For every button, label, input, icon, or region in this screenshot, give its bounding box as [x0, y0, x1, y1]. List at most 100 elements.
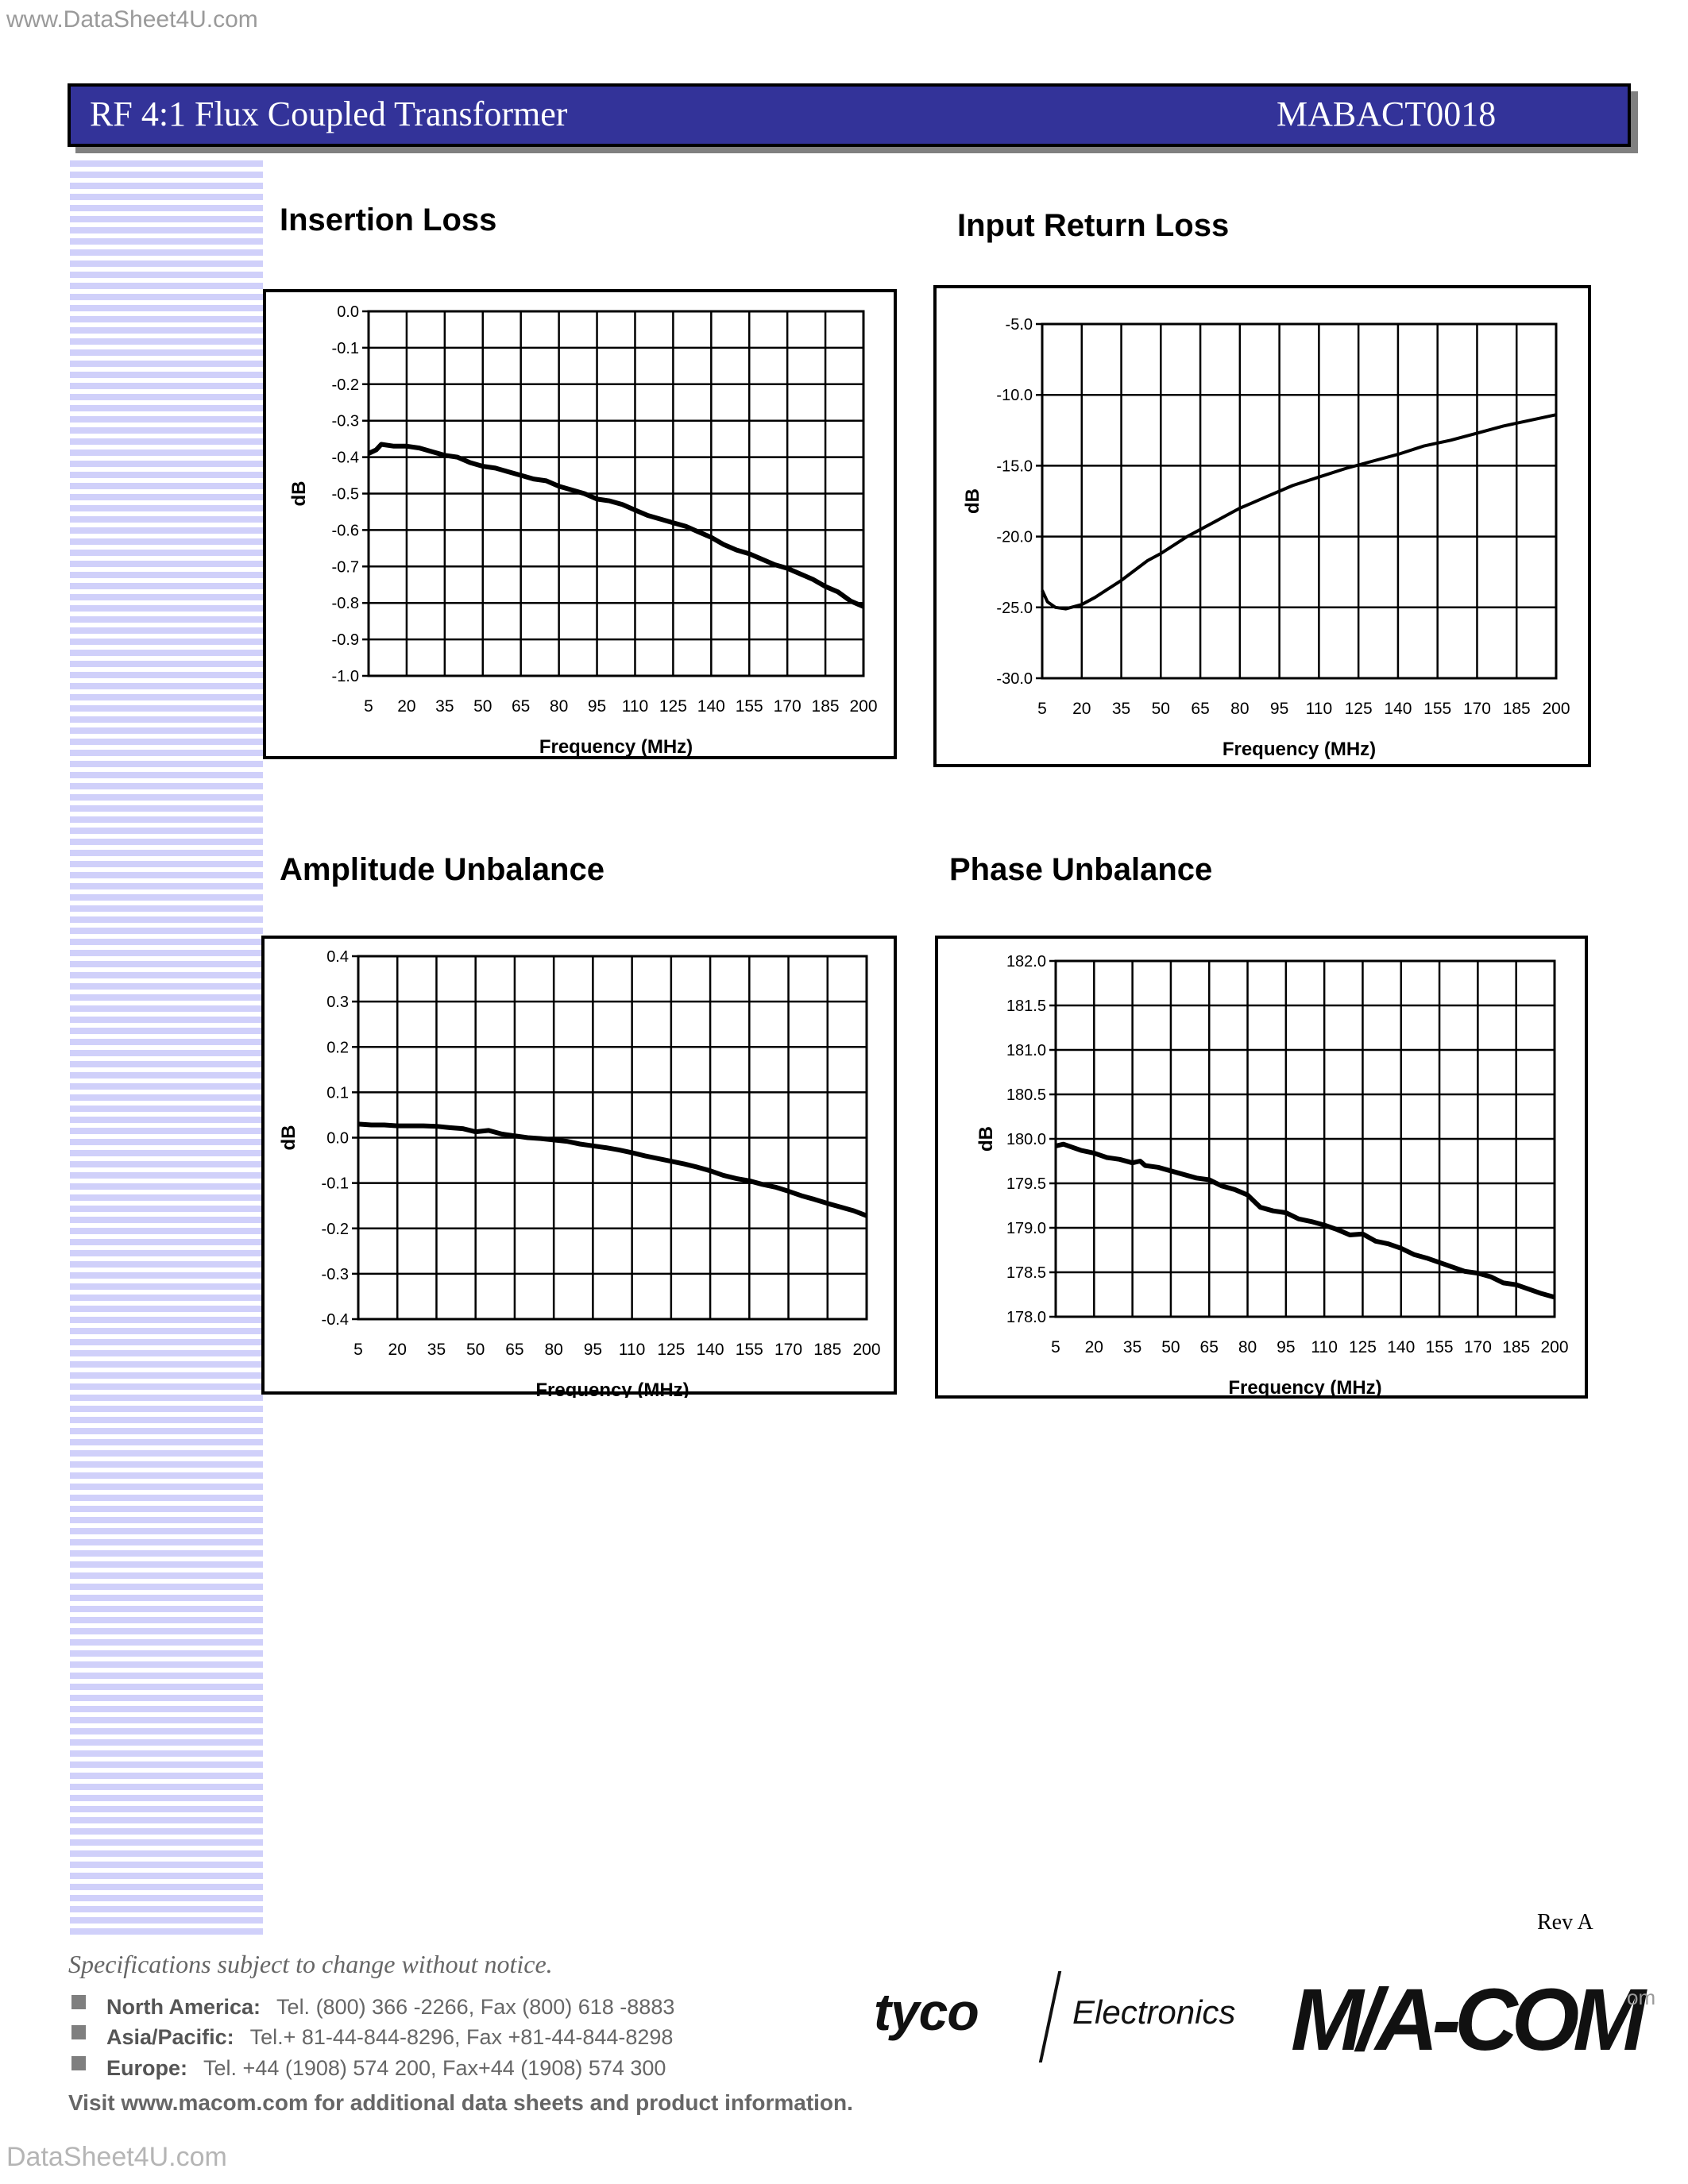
decorative-stripes	[70, 160, 263, 1938]
svg-text:-5.0: -5.0	[1006, 316, 1033, 334]
svg-text:35: 35	[1123, 1338, 1141, 1356]
specification-note: Specifications subject to change without…	[68, 1950, 553, 1978]
svg-text:80: 80	[1238, 1338, 1257, 1356]
svg-text:-0.7: -0.7	[332, 558, 359, 576]
svg-text:200: 200	[1540, 1338, 1568, 1356]
svg-text:-0.5: -0.5	[332, 486, 359, 504]
svg-text:20: 20	[388, 1341, 407, 1359]
svg-text:95: 95	[1270, 700, 1288, 718]
svg-text:110: 110	[622, 697, 648, 716]
svg-text:180.0: 180.0	[1006, 1131, 1046, 1148]
contact-north-america: North America: Tel. (800) 366 -2266, Fax …	[71, 1994, 675, 2020]
svg-text:95: 95	[584, 1341, 602, 1359]
svg-text:-30.0: -30.0	[996, 670, 1033, 688]
svg-text:5: 5	[353, 1341, 363, 1359]
contact-europe: Europe: Tel. +44 (1908) 574 200, Fax+44 (…	[71, 2055, 666, 2081]
contact-region: Asia/Pacific:	[106, 2025, 234, 2049]
svg-text:0.2: 0.2	[326, 1039, 349, 1056]
svg-text:80: 80	[1230, 700, 1249, 718]
svg-text:185: 185	[1503, 700, 1531, 718]
svg-text:185: 185	[813, 1341, 841, 1359]
chart-insertion-loss: 5 20 35 50 65 80 95 110 125 140 155 170 185 200 0.0 -0.…	[263, 289, 897, 759]
part-number: MABACT0018	[1277, 95, 1497, 133]
svg-text:125: 125	[1349, 1338, 1377, 1356]
svg-text:dB: dB	[288, 481, 310, 507]
chart-plot: 5 20 35 50 65 80 95 110 125 140 155 170 185 200 0.4 0.3…	[278, 948, 881, 1398]
macom-logo-suffix: om	[1627, 1985, 1656, 2009]
svg-text:-0.6: -0.6	[332, 522, 359, 539]
svg-text:-0.2: -0.2	[332, 376, 359, 394]
svg-text:80: 80	[550, 697, 568, 716]
svg-text:50: 50	[1152, 700, 1170, 718]
svg-text:178.5: 178.5	[1006, 1264, 1046, 1282]
svg-text:0.1: 0.1	[326, 1084, 349, 1102]
chart-phase-unbalance: 5 20 35 50 65 80 95 110 125 140 155 170 185 200 182.0 1…	[935, 936, 1588, 1399]
svg-text:-0.9: -0.9	[332, 631, 359, 649]
svg-text:20: 20	[397, 697, 415, 716]
svg-text:-0.2: -0.2	[322, 1221, 349, 1238]
svg-text:185: 185	[812, 697, 840, 716]
svg-text:35: 35	[427, 1341, 446, 1359]
svg-text:182.0: 182.0	[1006, 953, 1046, 970]
chart-title-insertion-loss: Insertion Loss	[280, 203, 497, 237]
svg-text:155: 155	[736, 1341, 763, 1359]
svg-text:155: 155	[736, 697, 763, 716]
tyco-logo: tyco	[874, 1982, 979, 2041]
svg-text:35: 35	[435, 697, 454, 716]
svg-text:200: 200	[852, 1341, 880, 1359]
svg-text:155: 155	[1426, 1338, 1454, 1356]
document-title: RF 4:1 Flux Coupled Transformer	[90, 95, 568, 133]
svg-text:5: 5	[1037, 700, 1047, 718]
svg-text:125: 125	[657, 1341, 685, 1359]
svg-text:125: 125	[1345, 700, 1373, 718]
svg-text:95: 95	[1277, 1338, 1295, 1356]
svg-text:170: 170	[1464, 1338, 1492, 1356]
svg-text:181.5: 181.5	[1006, 997, 1046, 1015]
svg-text:dB: dB	[962, 488, 983, 514]
chart-plot: 5 20 35 50 65 80 95 110 125 140 155 170 185 200 182.0 1…	[975, 953, 1569, 1399]
svg-text:-0.4: -0.4	[332, 450, 359, 467]
svg-text:170: 170	[774, 697, 802, 716]
contact-details: Tel.+ 81-44-844-8296, Fax +81-44-844-829…	[249, 2025, 674, 2049]
svg-text:-20.0: -20.0	[996, 529, 1033, 546]
svg-text:185: 185	[1502, 1338, 1530, 1356]
svg-text:140: 140	[1384, 700, 1412, 718]
svg-text:Frequency (MHz): Frequency (MHz)	[1223, 739, 1376, 760]
chart-title-phase-unbalance: Phase Unbalance	[949, 852, 1213, 887]
svg-text:-0.3: -0.3	[322, 1266, 349, 1283]
contact-details: Tel. (800) 366 -2266, Fax (800) 618 -888…	[276, 1995, 675, 2019]
svg-text:178.0: 178.0	[1006, 1309, 1046, 1326]
svg-text:110: 110	[619, 1341, 645, 1359]
svg-text:95: 95	[588, 697, 606, 716]
svg-text:0.0: 0.0	[326, 1130, 349, 1148]
svg-text:80: 80	[544, 1341, 562, 1359]
svg-text:179.5: 179.5	[1006, 1175, 1046, 1193]
svg-text:35: 35	[1112, 700, 1130, 718]
contact-region: North America:	[106, 1995, 261, 2019]
watermark-top: www.DataSheet4U.com	[6, 6, 258, 33]
svg-text:5: 5	[364, 697, 373, 716]
svg-text:Frequency (MHz): Frequency (MHz)	[1228, 1377, 1381, 1399]
svg-text:-15.0: -15.0	[996, 457, 1033, 475]
svg-text:110: 110	[1306, 700, 1332, 718]
svg-text:20: 20	[1072, 700, 1091, 718]
svg-text:50: 50	[466, 1341, 485, 1359]
logo-divider	[1038, 1971, 1062, 2062]
svg-text:155: 155	[1423, 700, 1451, 718]
svg-text:dB: dB	[278, 1125, 299, 1151]
svg-text:125: 125	[659, 697, 687, 716]
svg-text:65: 65	[1191, 700, 1209, 718]
svg-text:0.3: 0.3	[326, 994, 349, 1011]
svg-text:0.0: 0.0	[337, 303, 359, 321]
svg-text:Frequency (MHz): Frequency (MHz)	[539, 736, 693, 758]
macom-logo: M/A-COM	[1291, 1971, 1646, 2069]
svg-text:-0.8: -0.8	[332, 595, 359, 612]
svg-text:Frequency (MHz): Frequency (MHz)	[535, 1379, 689, 1398]
svg-text:170: 170	[1463, 700, 1491, 718]
chart-title-input-return-loss: Input Return Loss	[957, 208, 1230, 243]
svg-text:-25.0: -25.0	[996, 600, 1033, 617]
svg-text:200: 200	[1542, 700, 1570, 718]
svg-text:-0.1: -0.1	[322, 1175, 349, 1193]
svg-text:50: 50	[473, 697, 492, 716]
contact-details: Tel. +44 (1908) 574 200, Fax+44 (1908) 5…	[203, 2056, 666, 2080]
